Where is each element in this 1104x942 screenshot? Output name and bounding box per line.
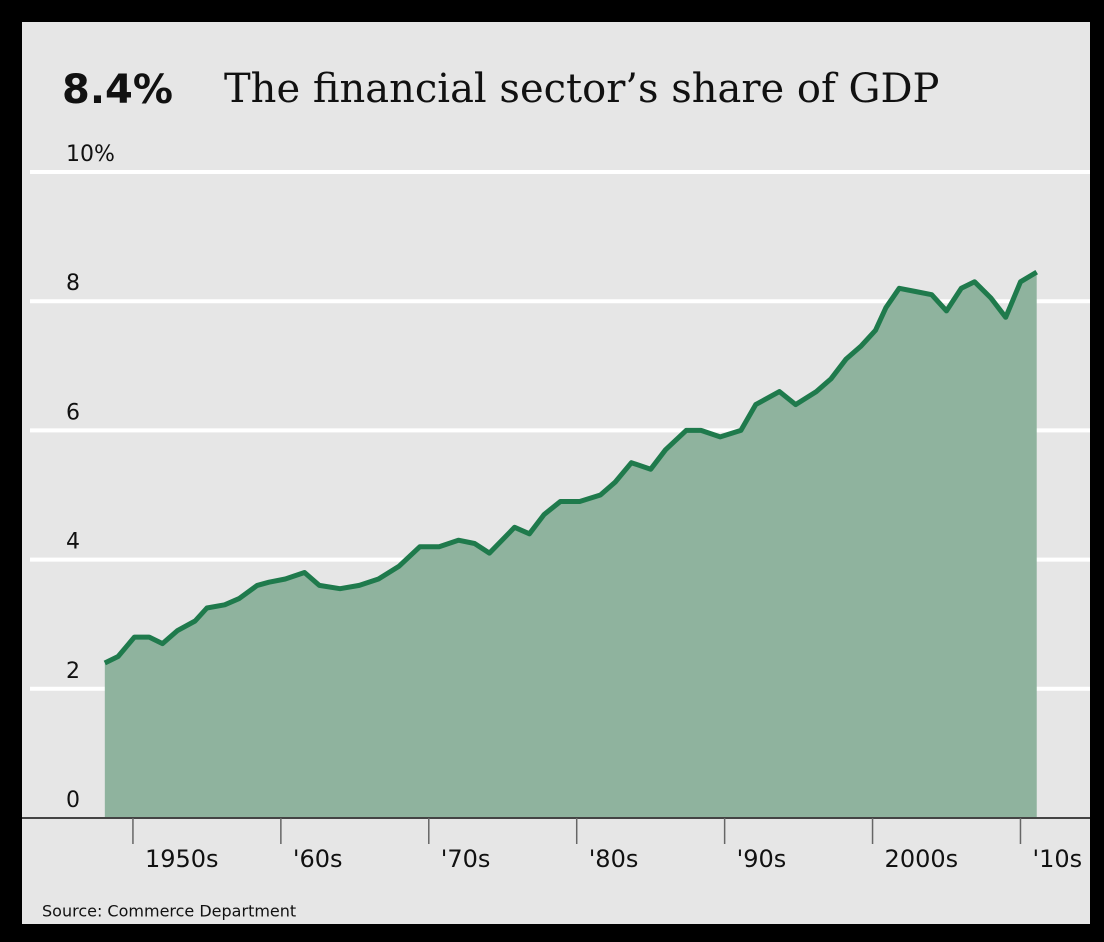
x-tick-label: 1950s bbox=[145, 845, 219, 873]
x-tick-label: '80s bbox=[589, 845, 639, 873]
highlight: 8.4% bbox=[62, 67, 173, 113]
y-tick-label: 10% bbox=[66, 142, 115, 167]
y-tick-label: 4 bbox=[66, 530, 80, 555]
x-tick-label: '60s bbox=[293, 845, 343, 873]
chart-title: The financial sector’s share of GDP bbox=[224, 66, 939, 112]
y-tick-label: 6 bbox=[66, 400, 80, 425]
x-tick-label: '70s bbox=[441, 845, 491, 873]
x-tick-label: '10s bbox=[1032, 845, 1082, 873]
x-tick-label: 2000s bbox=[885, 845, 959, 873]
y-tick-label: 2 bbox=[66, 659, 80, 684]
source: Source: Commerce Department bbox=[42, 902, 296, 921]
y-tick-label: 0 bbox=[66, 788, 80, 813]
x-tick-label: '90s bbox=[737, 845, 787, 873]
area bbox=[104, 272, 1037, 819]
y-tick-label: 8 bbox=[66, 271, 80, 296]
line bbox=[103, 269, 1038, 666]
